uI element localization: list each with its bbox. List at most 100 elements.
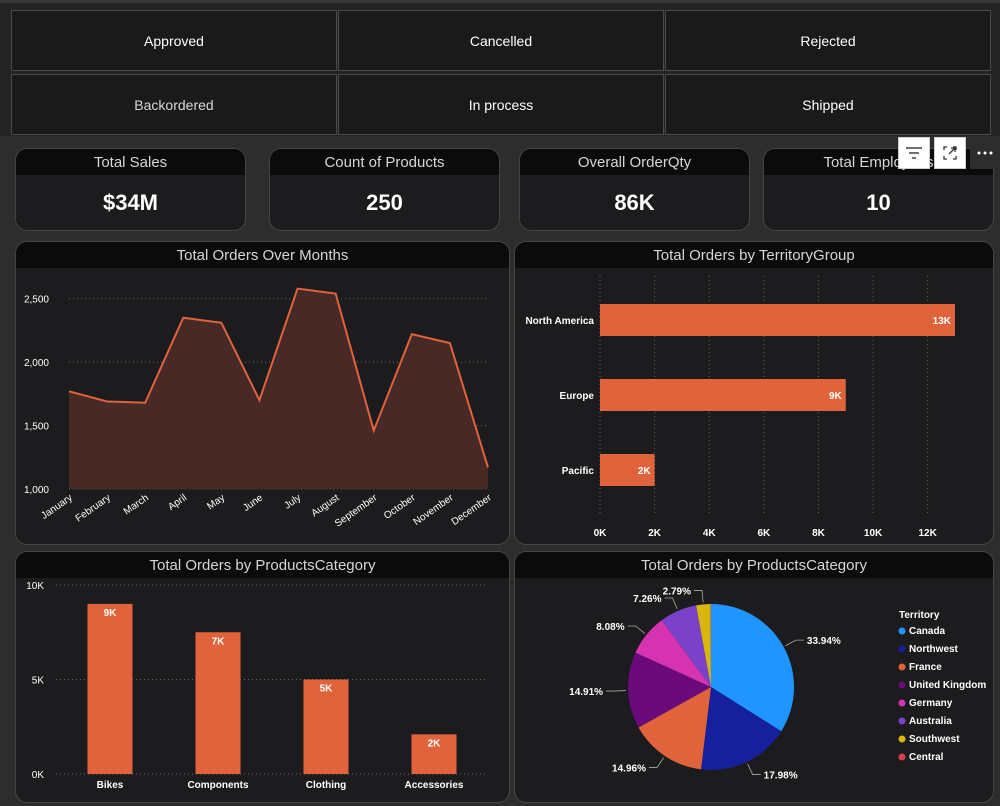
- slicer-in-process[interactable]: In process: [338, 74, 664, 135]
- slicer-cancelled[interactable]: Cancelled: [338, 10, 664, 71]
- data-label: 9K: [829, 391, 843, 402]
- leader-line: [606, 690, 627, 692]
- x-tick-label: June: [241, 492, 265, 514]
- pie-slice: [661, 605, 711, 687]
- y-tick-label: North America: [525, 316, 594, 327]
- data-label: 5K: [320, 684, 334, 695]
- bar: [303, 679, 349, 774]
- kpi-card-overall-orderqty[interactable]: Overall OrderQty 86K: [519, 148, 750, 231]
- horizontal-bar-chart: 0K 2K 4K 6K 8K 10K 12K North America 13K Europe 9K…: [525, 276, 955, 539]
- legend-marker: [898, 699, 906, 707]
- data-label: 33.94%: [807, 636, 841, 647]
- more-options-button[interactable]: [970, 137, 1000, 169]
- data-label: 7.26%: [633, 594, 661, 605]
- legend-marker: [898, 663, 906, 671]
- legend-marker: [898, 627, 906, 635]
- legend-title: Territory: [899, 610, 940, 621]
- chart-card-orders-by-territorygroup[interactable]: Total Orders by TerritoryGroup 0K 2K 4K 6K 8…: [514, 241, 994, 545]
- data-label: 17.98%: [764, 771, 798, 782]
- legend-item: Southwest: [909, 734, 960, 745]
- x-tick-label: 4K: [703, 528, 717, 539]
- kpi-value: 10: [866, 190, 891, 215]
- visual-header-toolbar: [898, 137, 1000, 171]
- y-tick-label: Pacific: [562, 466, 595, 477]
- x-tick-label: 10K: [864, 528, 883, 539]
- chart-card-pie-productscategory[interactable]: Total Orders by ProductsCategory 33.94% 1…: [514, 551, 994, 803]
- bar: [600, 454, 655, 486]
- kpi-card-total-sales[interactable]: Total Sales $34M: [15, 148, 246, 231]
- legend-marker: [898, 735, 906, 743]
- area-fill: [69, 288, 488, 489]
- x-tick-label: 8K: [812, 528, 826, 539]
- pie-slice: [628, 652, 711, 728]
- slicer-rejected[interactable]: Rejected: [665, 10, 991, 71]
- chart-title: Total Orders by TerritoryGroup: [515, 242, 993, 268]
- y-tick-label: 5K: [32, 676, 45, 687]
- x-tick-label: December: [450, 492, 495, 528]
- bar: [600, 379, 846, 411]
- chart-title: Total Orders by ProductsCategory: [515, 552, 993, 578]
- data-label: 2K: [428, 738, 442, 749]
- slicer-shipped[interactable]: Shipped: [665, 74, 991, 135]
- x-tick-label: 2K: [648, 528, 662, 539]
- legend-item: France: [909, 662, 942, 673]
- x-tick-label: Accessories: [405, 780, 464, 791]
- data-label: 8.08%: [596, 622, 624, 633]
- focus-mode-button[interactable]: [934, 137, 966, 169]
- data-label: 2K: [638, 466, 652, 477]
- data-label: 7K: [212, 636, 226, 647]
- kpi-value: $34M: [102, 190, 159, 215]
- x-tick-label: March: [122, 492, 151, 517]
- x-tick-label: Clothing: [306, 780, 347, 791]
- data-label: 2.79%: [663, 586, 691, 597]
- chart-card-orders-over-months[interactable]: Total Orders Over Months 1,000 1,500 2,000…: [15, 241, 510, 545]
- leader-line: [627, 625, 646, 634]
- slicer-approved[interactable]: Approved: [11, 10, 337, 71]
- bar: [195, 632, 241, 774]
- y-tick-label: 1,000: [24, 485, 49, 496]
- x-tick-label: November: [412, 492, 457, 528]
- status-slicer-panel: Approved Cancelled Rejected Backordered …: [0, 0, 1000, 136]
- x-tick-label: 0K: [594, 528, 608, 539]
- y-tick-label: Europe: [560, 391, 595, 402]
- x-tick-label: August: [310, 492, 342, 519]
- pie-slice: [638, 687, 711, 770]
- x-tick-label: 6K: [757, 528, 771, 539]
- series-line: [68, 287, 489, 468]
- legend-item: Central: [909, 752, 944, 763]
- bar: [600, 304, 955, 336]
- legend-marker: [898, 753, 906, 761]
- legend-item: Germany: [909, 698, 953, 709]
- focus-mode-icon: [943, 146, 957, 160]
- kpi-value: 250: [366, 190, 403, 215]
- pie-chart: 33.94% 17.98% 14.96% 14.91% 8.08% 7.26%2.79% T…: [569, 586, 986, 782]
- data-label: 14.96%: [612, 764, 646, 775]
- x-tick-label: January: [39, 492, 74, 521]
- pie-slice: [696, 604, 711, 687]
- bar: [411, 734, 457, 774]
- legend-item: Australia: [909, 716, 952, 727]
- y-tick-label: 0K: [32, 770, 45, 781]
- filter-button[interactable]: [898, 137, 930, 169]
- y-tick-label: 10K: [26, 581, 44, 592]
- legend-item: Canada: [909, 626, 946, 637]
- slicer-backordered[interactable]: Backordered: [11, 74, 337, 135]
- chart-card-orders-by-productscategory[interactable]: Total Orders by ProductsCategory 0K 5K 10K…: [15, 551, 510, 803]
- x-tick-label: April: [166, 492, 189, 512]
- x-tick-label: Bikes: [97, 780, 124, 791]
- kpi-card-count-of-products[interactable]: Count of Products 250: [269, 148, 500, 231]
- leader-line: [747, 763, 761, 775]
- pie-slice: [635, 620, 711, 687]
- kpi-title: Total Sales: [16, 149, 245, 175]
- legend-marker: [898, 717, 906, 725]
- legend-item: Northwest: [909, 644, 959, 655]
- kpi-value: 86K: [614, 190, 655, 215]
- chart-title: Total Orders by ProductsCategory: [16, 552, 509, 578]
- kpi-title: Overall OrderQty: [520, 149, 749, 175]
- leader-line: [648, 757, 664, 768]
- x-tick-label: Components: [187, 780, 249, 791]
- leader-line: [664, 597, 678, 610]
- x-tick-label: 12K: [919, 528, 938, 539]
- y-tick-label: 1,500: [24, 422, 49, 433]
- area-chart: 1,000 1,500 2,000 2,500 January February March…: [24, 287, 495, 530]
